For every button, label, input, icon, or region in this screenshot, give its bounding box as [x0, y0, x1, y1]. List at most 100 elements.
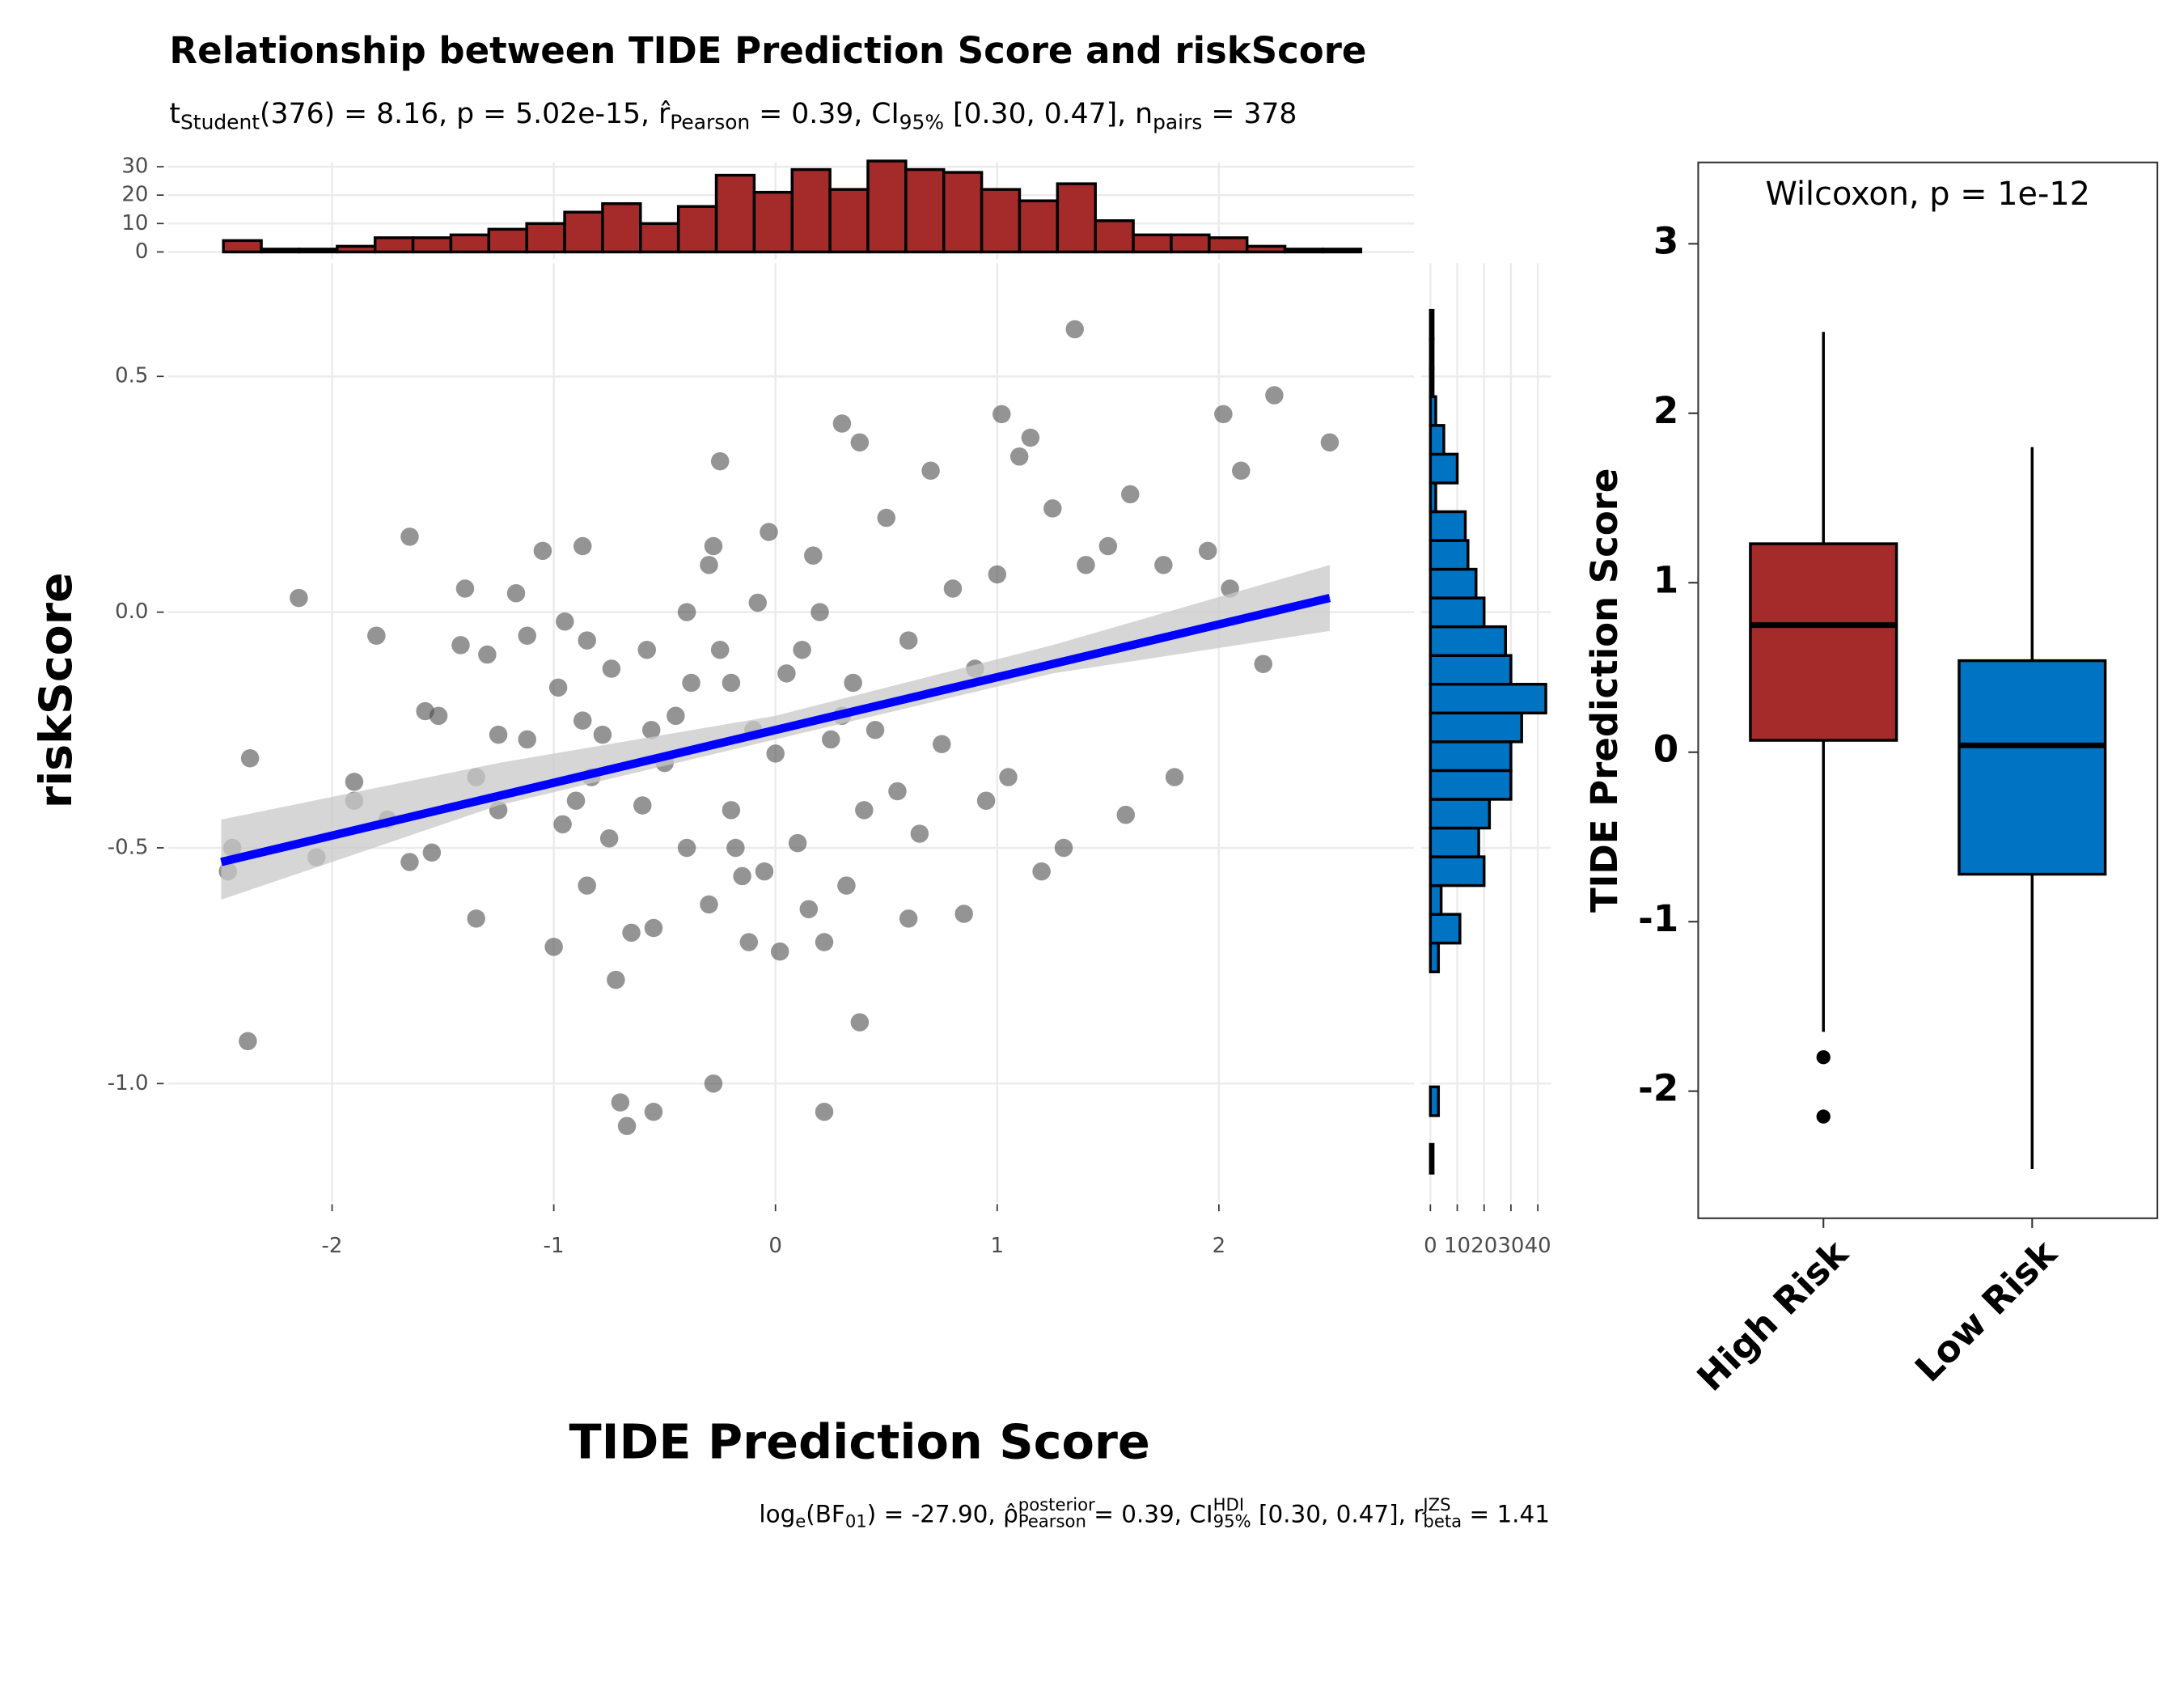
point [533, 541, 552, 561]
point [682, 673, 700, 693]
point [815, 933, 834, 951]
point [599, 829, 619, 848]
point [832, 414, 852, 433]
bar [1428, 395, 1437, 427]
point [239, 1032, 257, 1051]
point [726, 838, 745, 858]
bar [298, 248, 339, 254]
point [976, 791, 996, 810]
point [1198, 541, 1217, 561]
caption-part: JZS [1421, 1494, 1450, 1515]
point [710, 451, 730, 471]
point [760, 523, 778, 541]
caption-part: beta [1423, 1511, 1462, 1532]
chart-title: Relationship between TIDE Prediction Sco… [169, 29, 1366, 72]
x-tick-label: 20 [1471, 1234, 1497, 1258]
bar [1428, 625, 1508, 657]
bar [487, 227, 528, 254]
bar [1428, 452, 1459, 485]
x-tick-label: 40 [1525, 1234, 1551, 1258]
point [700, 895, 718, 914]
caption-part: 01 [845, 1511, 867, 1532]
x-axis-title: TIDE Prediction Score [569, 1413, 1150, 1469]
point [544, 938, 563, 956]
subtitle-part: 95% [899, 110, 944, 133]
point [518, 730, 536, 749]
bar [1245, 244, 1287, 254]
point [748, 593, 768, 612]
box [1749, 542, 1898, 742]
point [578, 876, 596, 895]
x-tick-label: -2 [322, 1234, 343, 1258]
point [1032, 862, 1051, 881]
bar [942, 171, 984, 254]
point [793, 640, 811, 659]
point [788, 833, 807, 853]
bar [1132, 233, 1173, 254]
point [1021, 428, 1040, 447]
y-axis-title: TIDE Prediction Score [1583, 468, 1626, 913]
point [1265, 386, 1284, 405]
point [733, 866, 751, 886]
point [677, 603, 696, 621]
bar [1428, 711, 1523, 744]
bar [1428, 539, 1470, 571]
caption-part: e [795, 1511, 806, 1532]
x-tick-label: -1 [544, 1234, 565, 1258]
x-tick-label: 30 [1497, 1234, 1524, 1258]
bar [260, 248, 301, 254]
caption-part: Pearson [1018, 1511, 1086, 1532]
caption-part: = 0.39, CI [1086, 1500, 1213, 1527]
point [422, 843, 442, 862]
point [345, 773, 364, 791]
x-tick-label: 1 [991, 1234, 1005, 1258]
point [290, 588, 308, 608]
bar [1428, 1085, 1441, 1117]
bar [1428, 855, 1486, 888]
point [667, 706, 685, 726]
bar [1428, 337, 1435, 370]
subtitle-part: = 0.39, CI [750, 98, 899, 130]
bar [1428, 740, 1513, 773]
bar [449, 233, 491, 254]
point [933, 735, 951, 754]
point [766, 744, 785, 763]
point [429, 706, 448, 726]
bar [222, 239, 263, 254]
bar [1428, 654, 1513, 686]
bar [525, 222, 566, 254]
point [1065, 320, 1084, 339]
subtitle-part: t [169, 98, 180, 130]
point [611, 1093, 630, 1112]
outlier [1816, 1050, 1831, 1065]
point [548, 678, 568, 697]
bar [411, 236, 453, 254]
caption-part: HDI [1213, 1494, 1244, 1515]
point [704, 536, 723, 556]
y-tick-label: 0 [135, 239, 149, 264]
point [478, 645, 497, 664]
bar [1428, 826, 1480, 858]
point [710, 640, 730, 659]
point [999, 768, 1018, 786]
x-tick-label: 2 [1213, 1234, 1226, 1258]
point [1320, 433, 1340, 452]
bar [1428, 769, 1513, 801]
point [777, 664, 796, 683]
point [921, 461, 940, 481]
bar [1428, 567, 1478, 600]
bar [1018, 199, 1060, 254]
point [1254, 655, 1272, 673]
point [1165, 768, 1184, 786]
caption-part: log [759, 1500, 795, 1527]
point [850, 433, 870, 452]
point [633, 796, 652, 815]
bar [1428, 308, 1435, 341]
bar [676, 205, 718, 254]
bar [1428, 941, 1441, 973]
bar [866, 159, 908, 254]
bar [336, 244, 377, 254]
bar [563, 210, 604, 254]
point [943, 579, 963, 598]
y-tick-label: 0.5 [115, 364, 148, 388]
